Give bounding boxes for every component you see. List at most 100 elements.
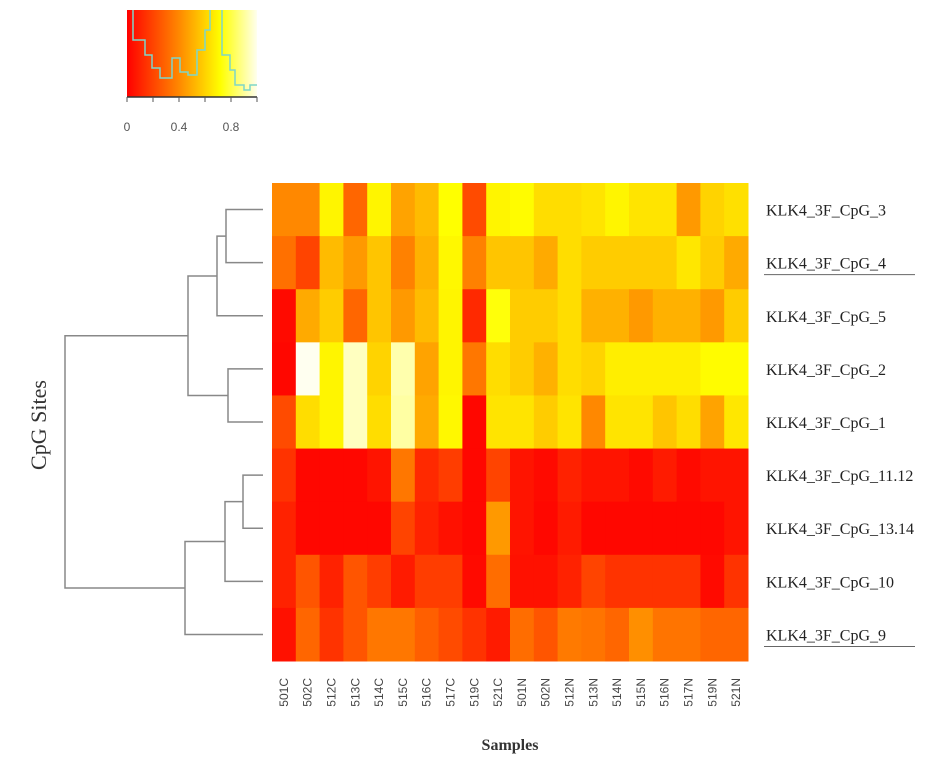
heatmap-cell [438, 554, 463, 609]
heatmap-cell [724, 448, 749, 503]
heatmap-cell [391, 554, 416, 609]
heatmap-cell [272, 554, 297, 609]
heatmap-cell [367, 395, 392, 450]
heatmap-cell [581, 554, 606, 609]
heatmap-cell [462, 607, 487, 662]
heatmap-cell [391, 289, 416, 343]
heatmap-cell [438, 501, 463, 556]
heatmap-cell [557, 183, 582, 237]
heatmap-cell [414, 448, 440, 503]
heatmap-cells [272, 183, 749, 662]
heatmap-cell [652, 236, 678, 290]
color-key: 0 0.4 0.8 [124, 10, 258, 134]
heatmap-cell [581, 289, 606, 343]
heatmap-cell [367, 501, 392, 556]
heatmap-cell [676, 236, 701, 290]
heatmap-cell [510, 395, 535, 450]
heatmap-cell [272, 395, 297, 450]
heatmap-cell [367, 607, 392, 662]
heatmap-cell [462, 395, 487, 450]
heatmap-cell [533, 289, 559, 343]
heatmap-cell [700, 289, 725, 343]
heatmap-cell [676, 183, 701, 237]
column-label: 512N [563, 678, 577, 707]
row-label: KLK4_3F_CpG_5 [766, 309, 886, 326]
heatmap-cell [414, 395, 440, 450]
color-key-tick-label: 0.8 [223, 120, 240, 134]
heatmap-cell [343, 448, 368, 503]
heatmap-cell [343, 607, 368, 662]
heatmap-cell [581, 501, 606, 556]
heatmap-cell [391, 448, 416, 503]
heatmap-cell [319, 448, 344, 503]
dendrogram-branch [224, 500, 263, 583]
x-axis-title: Samples [482, 737, 539, 754]
row-label: KLK4_3F_CpG_1 [766, 415, 886, 432]
heatmap-cell [367, 342, 392, 396]
heatmap-cell [724, 289, 749, 343]
heatmap-cell [486, 342, 511, 396]
dendrogram-branch [216, 235, 263, 317]
heatmap-cell [629, 607, 654, 662]
heatmap-cell [605, 554, 630, 609]
heatmap-cell [724, 395, 749, 450]
row-label: KLK4_3F_CpG_10 [766, 574, 894, 591]
heatmap-cell [676, 607, 701, 662]
row-label: KLK4_3F_CpG_4 [766, 256, 886, 273]
heatmap-cell [295, 607, 321, 662]
heatmap-cell [295, 395, 321, 450]
dendrogram-branch [242, 474, 263, 529]
column-label: 515C [396, 678, 410, 707]
heatmap-cell [343, 342, 368, 396]
heatmap-cell [652, 342, 678, 396]
y-axis-title: CpG Sites [26, 380, 51, 470]
heatmap-cell [272, 501, 297, 556]
heatmap-cell [581, 183, 606, 237]
heatmap-cell [462, 501, 487, 556]
heatmap-cell [319, 607, 344, 662]
heatmap-cell [605, 395, 630, 450]
column-label: 502N [539, 678, 553, 707]
heatmap-cell [462, 289, 487, 343]
heatmap-cell [438, 342, 463, 396]
heatmap-cell [724, 183, 749, 237]
heatmap-cell [486, 448, 511, 503]
column-label: 513N [586, 678, 600, 707]
column-label: 517C [444, 678, 458, 707]
heatmap-cell [629, 289, 654, 343]
heatmap-cell [700, 501, 725, 556]
heatmap-cell [724, 607, 749, 662]
heatmap-cell [652, 501, 678, 556]
heatmap-cell [557, 501, 582, 556]
column-label: 519N [705, 678, 719, 707]
heatmap-cell [557, 448, 582, 503]
heatmap-cell [295, 342, 321, 396]
heatmap-cell [605, 448, 630, 503]
heatmap-cell [486, 236, 511, 290]
heatmap-cell [486, 607, 511, 662]
heatmap-cell [700, 554, 725, 609]
heatmap-cell [295, 236, 321, 290]
dendrogram-branch [187, 275, 228, 397]
heatmap-cell [510, 183, 535, 237]
heatmap-cell [272, 607, 297, 662]
heatmap-cell [557, 289, 582, 343]
color-key-tick-label: 0.4 [171, 120, 188, 134]
heatmap-cell [462, 342, 487, 396]
row-label: KLK4_3F_CpG_3 [766, 203, 886, 220]
dendrogram-branch [227, 368, 263, 423]
heatmap-cell [605, 236, 630, 290]
color-key-histogram [132, 10, 257, 91]
heatmap-cell [438, 183, 463, 237]
heatmap-cell [605, 183, 630, 237]
heatmap-cell [724, 236, 749, 290]
heatmap-cell [391, 236, 416, 290]
heatmap-cell [652, 289, 678, 343]
heatmap-cell [367, 183, 392, 237]
heatmap-cell [557, 342, 582, 396]
heatmap-cell [557, 554, 582, 609]
heatmap-cell [629, 554, 654, 609]
heatmap-cell [652, 554, 678, 609]
heatmap-cell [533, 607, 559, 662]
